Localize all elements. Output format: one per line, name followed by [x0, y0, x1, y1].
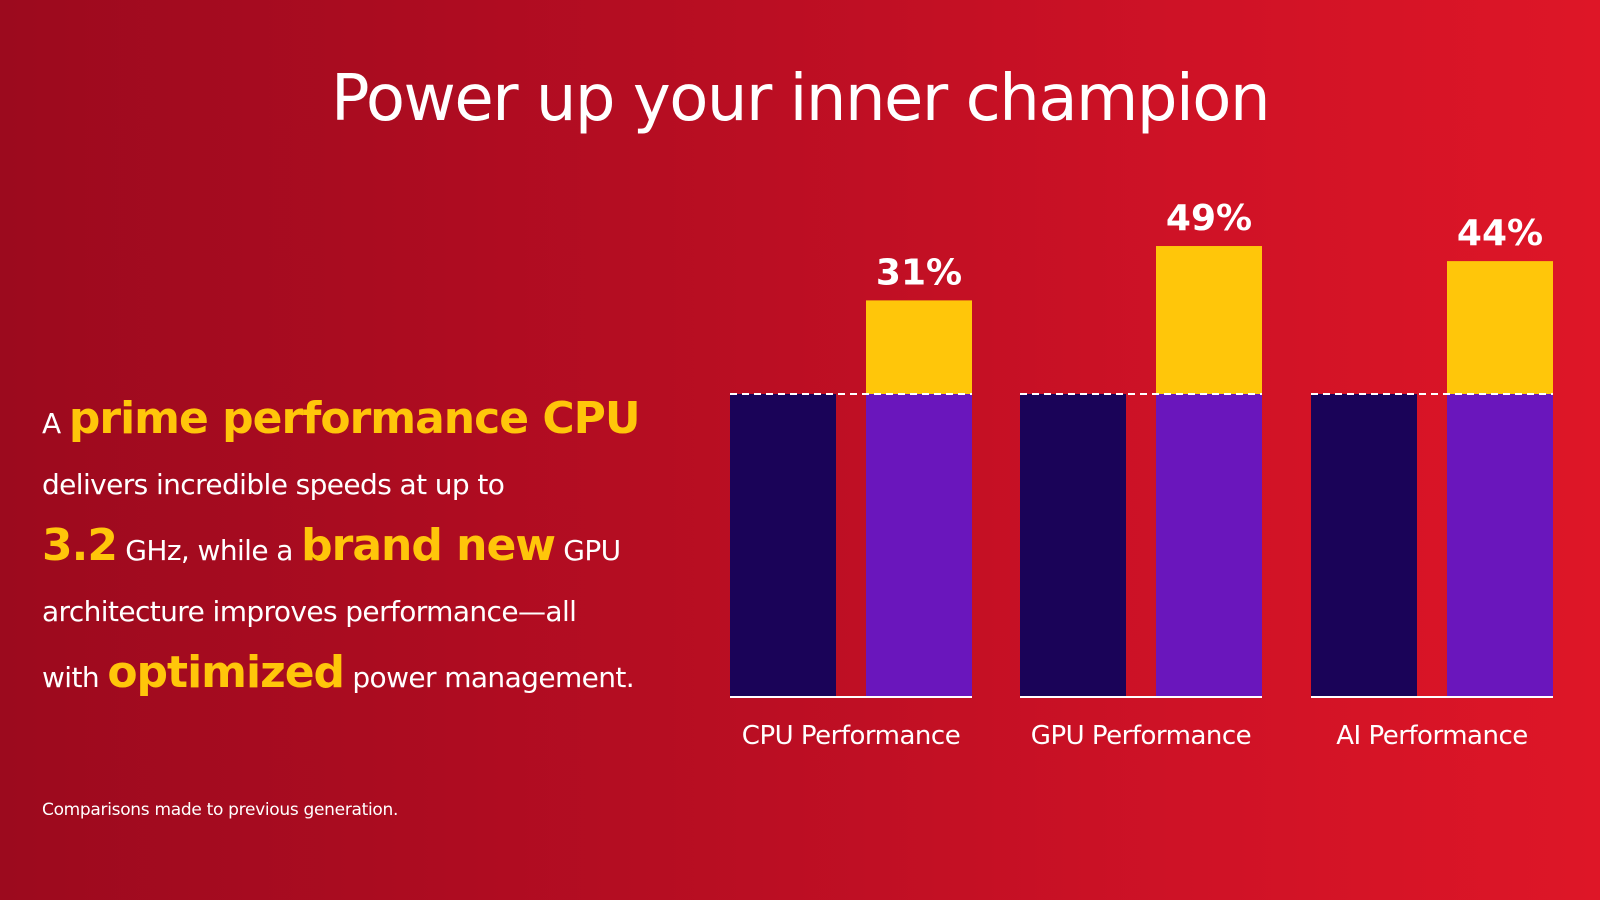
footnote: Comparisons made to previous generation. [42, 800, 399, 820]
copy-line-5: with optimized power management. [42, 642, 702, 708]
highlight-prime-cpu: prime performance CPU [68, 393, 641, 444]
copy-line-3: 3.2 GHz, while a brand new GPU [42, 515, 702, 581]
copy-word-a: A [42, 407, 61, 440]
value-label-gpu-performance: 49% [1166, 198, 1252, 239]
copy-ghz-text: GHz, while a [125, 534, 293, 567]
value-label-ai-performance: 44% [1457, 213, 1543, 254]
copy-line-1: A prime performance CPU [42, 388, 702, 454]
category-label-cpu-performance: CPU Performance [742, 721, 960, 751]
bar-gain-cpu-performance [866, 300, 972, 394]
copy-line-2: delivers incredible speeds at up to [42, 468, 505, 501]
copy-gpu-text: GPU [563, 534, 621, 567]
highlight-brand-new: brand new [301, 520, 556, 571]
description-text: A prime performance CPU delivers incredi… [42, 388, 702, 708]
page-title: Power up your inner champion [331, 62, 1271, 136]
bar-previous-gpu-performance [1020, 394, 1126, 696]
bar-gain-gpu-performance [1156, 246, 1262, 394]
copy-line-4: architecture improves performance—all [42, 595, 577, 628]
category-label-gpu-performance: GPU Performance [1031, 721, 1251, 751]
copy-power-text: power management. [352, 661, 635, 694]
bar-previous-ai-performance [1311, 394, 1417, 696]
bar-new-ai-performance [1447, 394, 1553, 696]
copy-with-text: with [42, 661, 100, 694]
category-label-ai-performance: AI Performance [1336, 721, 1527, 751]
highlight-optimized: optimized [107, 647, 345, 698]
bar-gain-ai-performance [1447, 261, 1553, 394]
bar-new-cpu-performance [866, 394, 972, 696]
bar-previous-cpu-performance [730, 394, 836, 696]
bar-new-gpu-performance [1156, 394, 1262, 696]
highlight-clock-speed: 3.2 [42, 520, 118, 571]
value-label-cpu-performance: 31% [876, 252, 962, 293]
